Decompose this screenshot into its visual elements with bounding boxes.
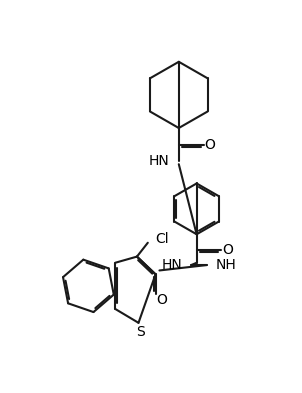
Text: Cl: Cl bbox=[156, 232, 169, 246]
Text: HN: HN bbox=[161, 258, 182, 272]
Text: O: O bbox=[156, 293, 167, 307]
Text: NH: NH bbox=[216, 258, 237, 272]
Text: S: S bbox=[136, 325, 144, 339]
Text: O: O bbox=[222, 242, 233, 257]
Text: HN: HN bbox=[149, 154, 169, 168]
Text: O: O bbox=[204, 138, 215, 152]
